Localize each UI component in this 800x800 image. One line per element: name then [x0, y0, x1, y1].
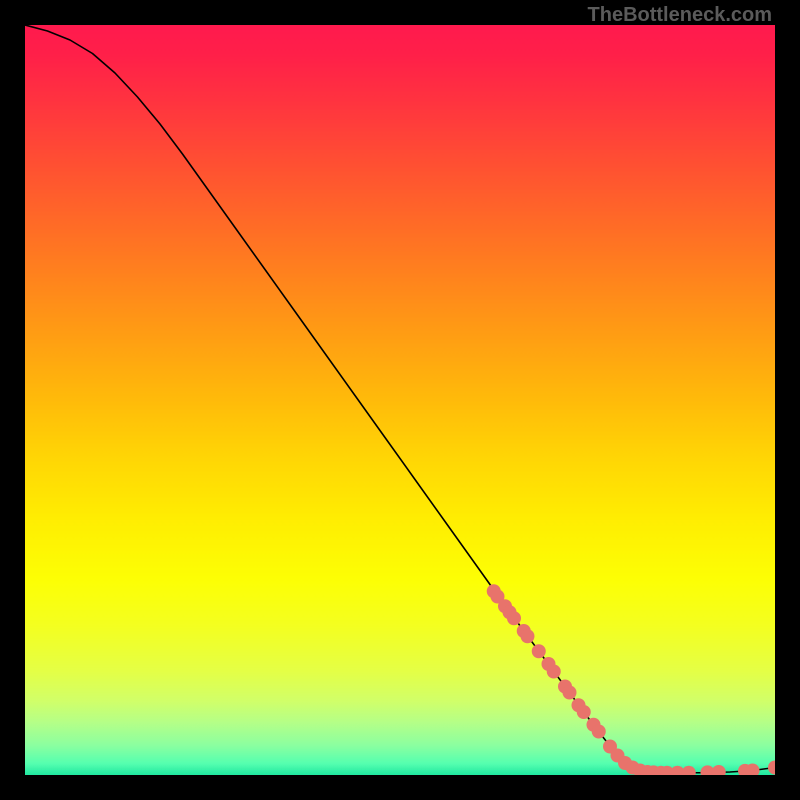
data-marker [768, 761, 775, 775]
bottleneck-curve [25, 25, 775, 773]
data-marker [682, 766, 696, 775]
data-marker [532, 644, 546, 658]
data-marker [547, 665, 561, 679]
plot-area [25, 25, 775, 775]
data-marker [563, 686, 577, 700]
curve-overlay [25, 25, 775, 775]
data-marker [577, 705, 591, 719]
data-marker [507, 611, 521, 625]
watermark-text: TheBottleneck.com [588, 4, 772, 27]
data-marker [592, 725, 606, 739]
data-marker [712, 765, 726, 775]
chart-container: TheBottleneck.com [0, 0, 800, 800]
marker-group [487, 584, 775, 775]
data-marker [521, 629, 535, 643]
